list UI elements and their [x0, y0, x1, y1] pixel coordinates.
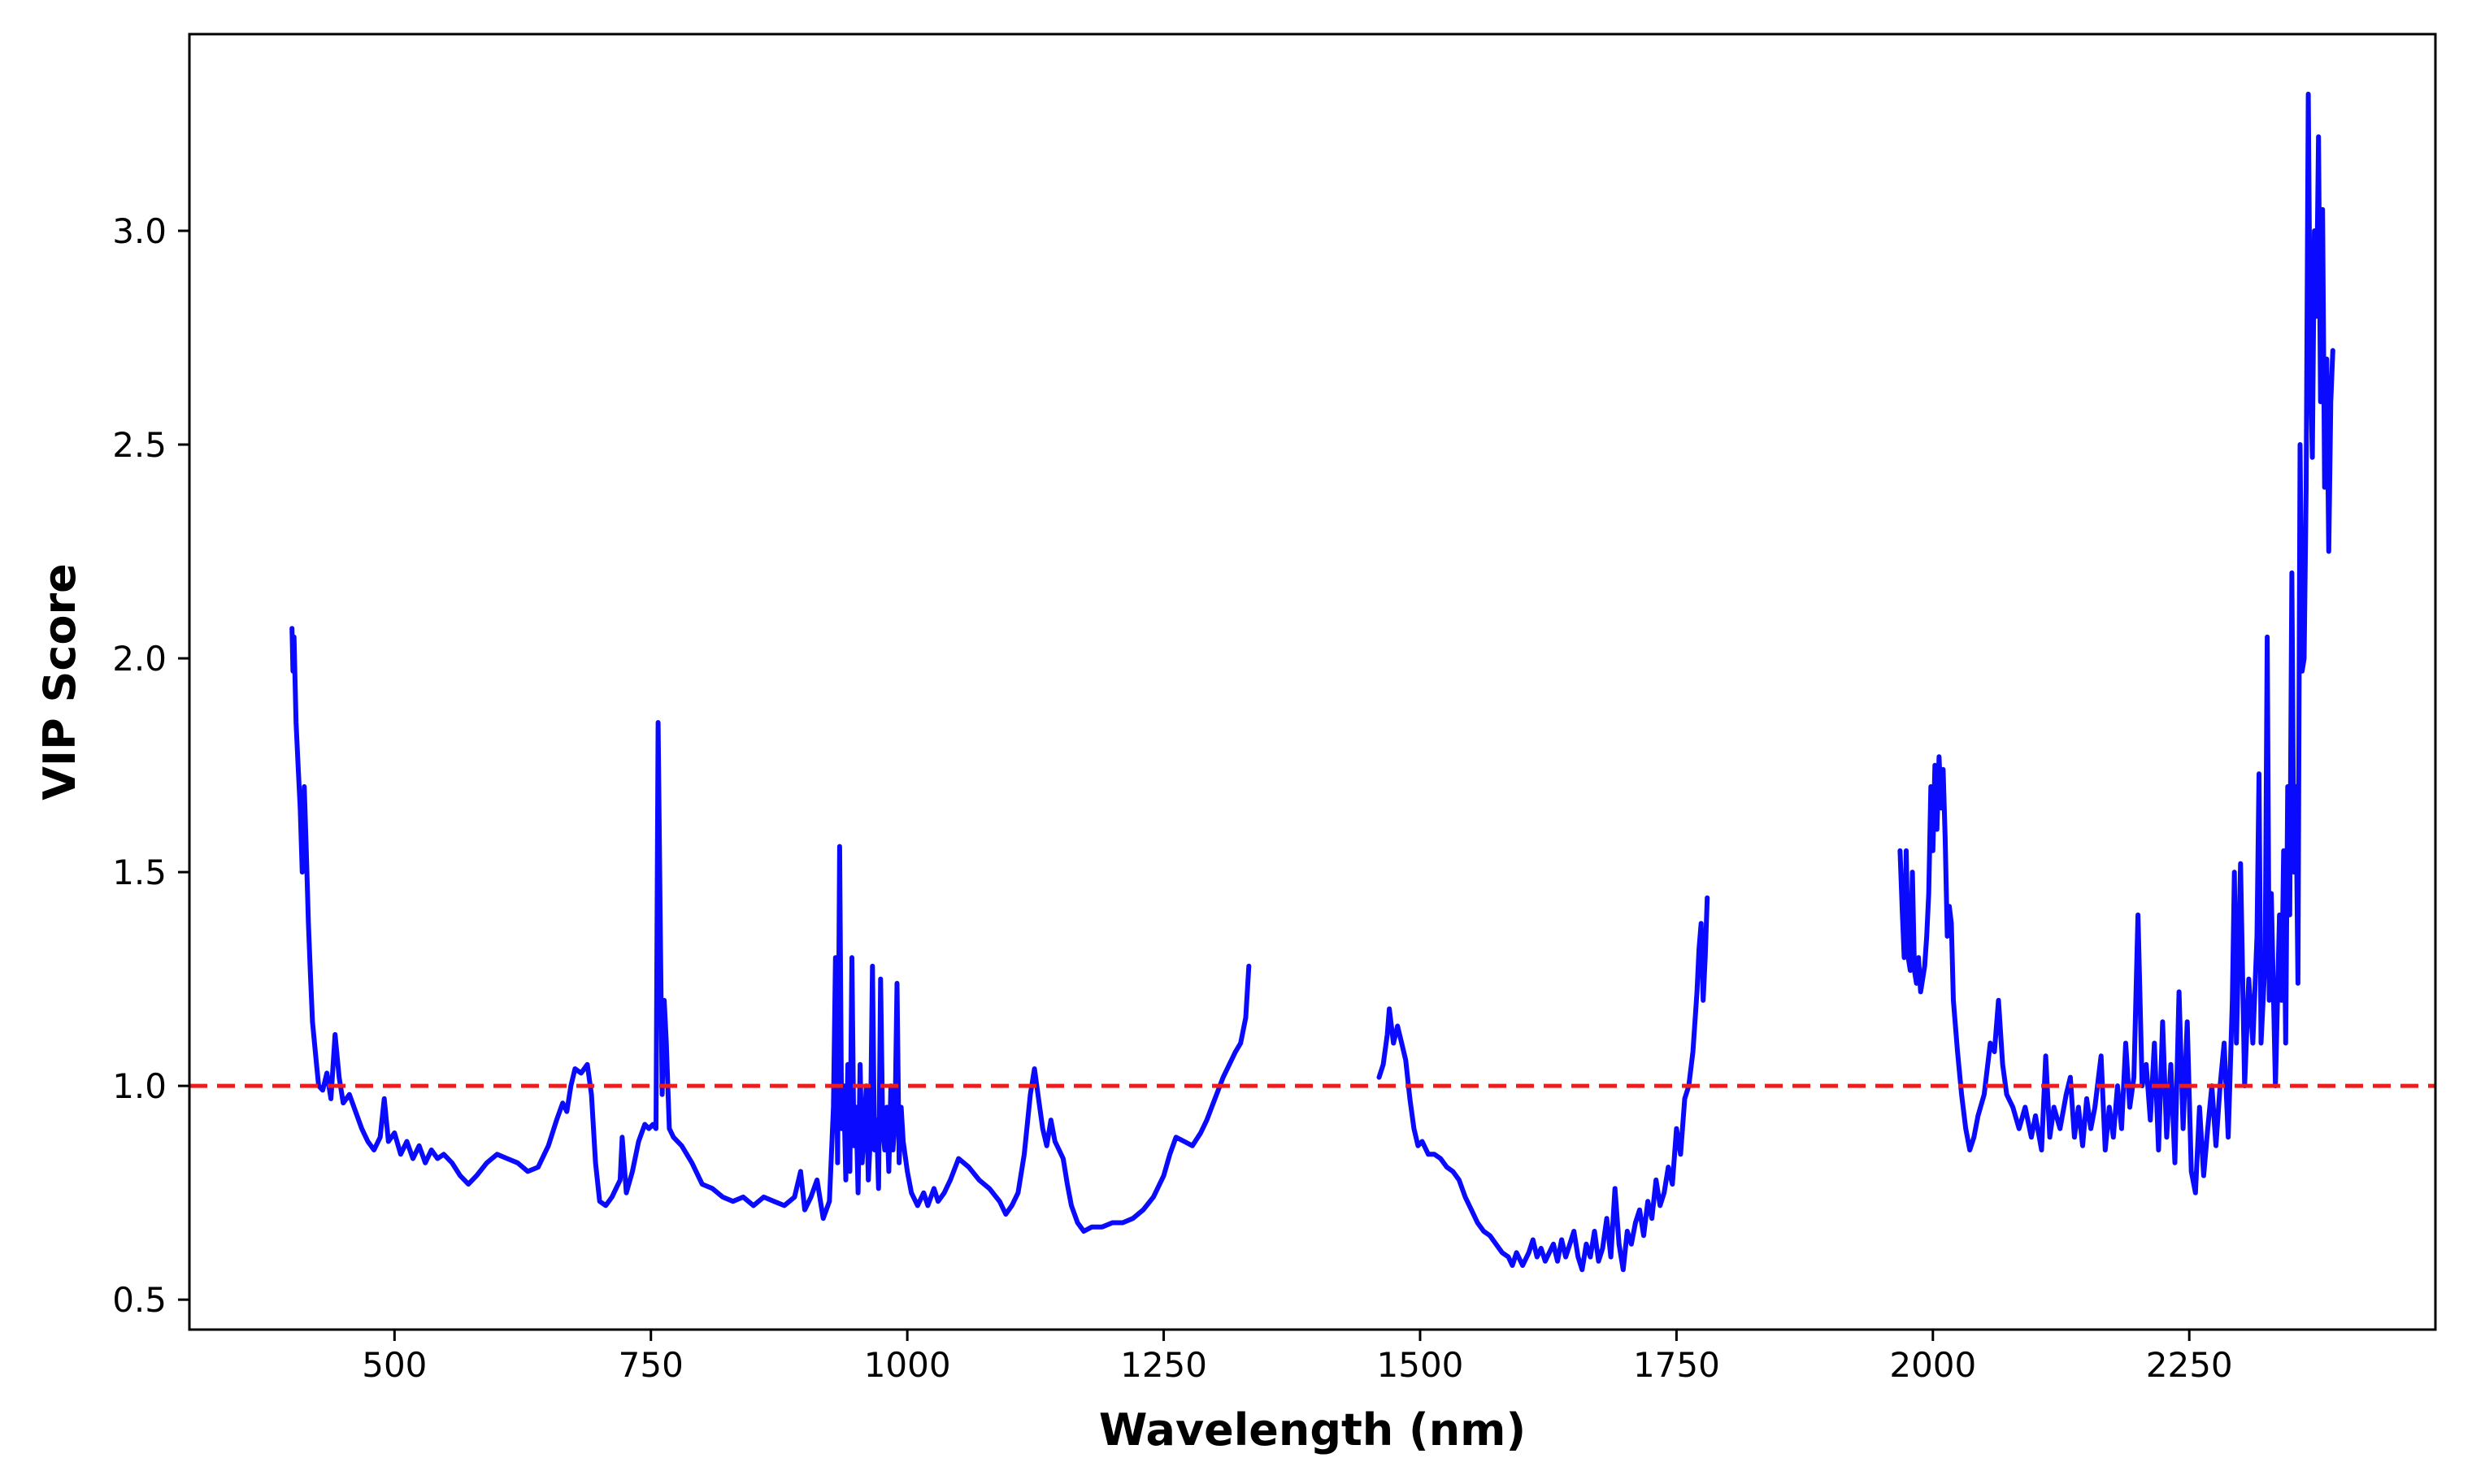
x-tick-label: 1750	[1633, 1345, 1720, 1385]
x-tick-label: 500	[362, 1345, 427, 1385]
x-tick-label: 2250	[2146, 1345, 2233, 1385]
y-tick-label: 1.0	[112, 1066, 167, 1106]
x-axis-ticks: 500 750 1000 1250 1500 1750 2000 2250	[362, 1330, 2233, 1385]
x-tick-label: 1250	[1120, 1345, 1207, 1385]
x-tick-label: 1000	[864, 1345, 951, 1385]
y-tick-label: 3.0	[112, 211, 167, 251]
y-tick-label: 1.5	[112, 853, 167, 892]
y-tick-label: 0.5	[112, 1280, 167, 1320]
y-tick-label: 2.0	[112, 639, 167, 679]
x-tick-label: 2000	[1889, 1345, 1976, 1385]
vip-series-line-segment-1	[289, 626, 1252, 1234]
plot-frame	[188, 33, 2437, 1331]
y-tick-label: 2.5	[112, 425, 167, 465]
vip-series-line-segment-3	[1897, 91, 2335, 1195]
y-axis-label: VIP Score	[34, 563, 85, 801]
x-tick-label: 1500	[1377, 1345, 1464, 1385]
vip-series-line-segment-2	[1376, 895, 1710, 1273]
x-axis-label: Wavelength (nm)	[1099, 1404, 1526, 1456]
y-axis-ticks: 0.5 1.0 1.5 2.0 2.5 3.0	[112, 211, 189, 1320]
x-tick-label: 750	[619, 1345, 684, 1385]
plot-area	[189, 91, 2435, 1273]
